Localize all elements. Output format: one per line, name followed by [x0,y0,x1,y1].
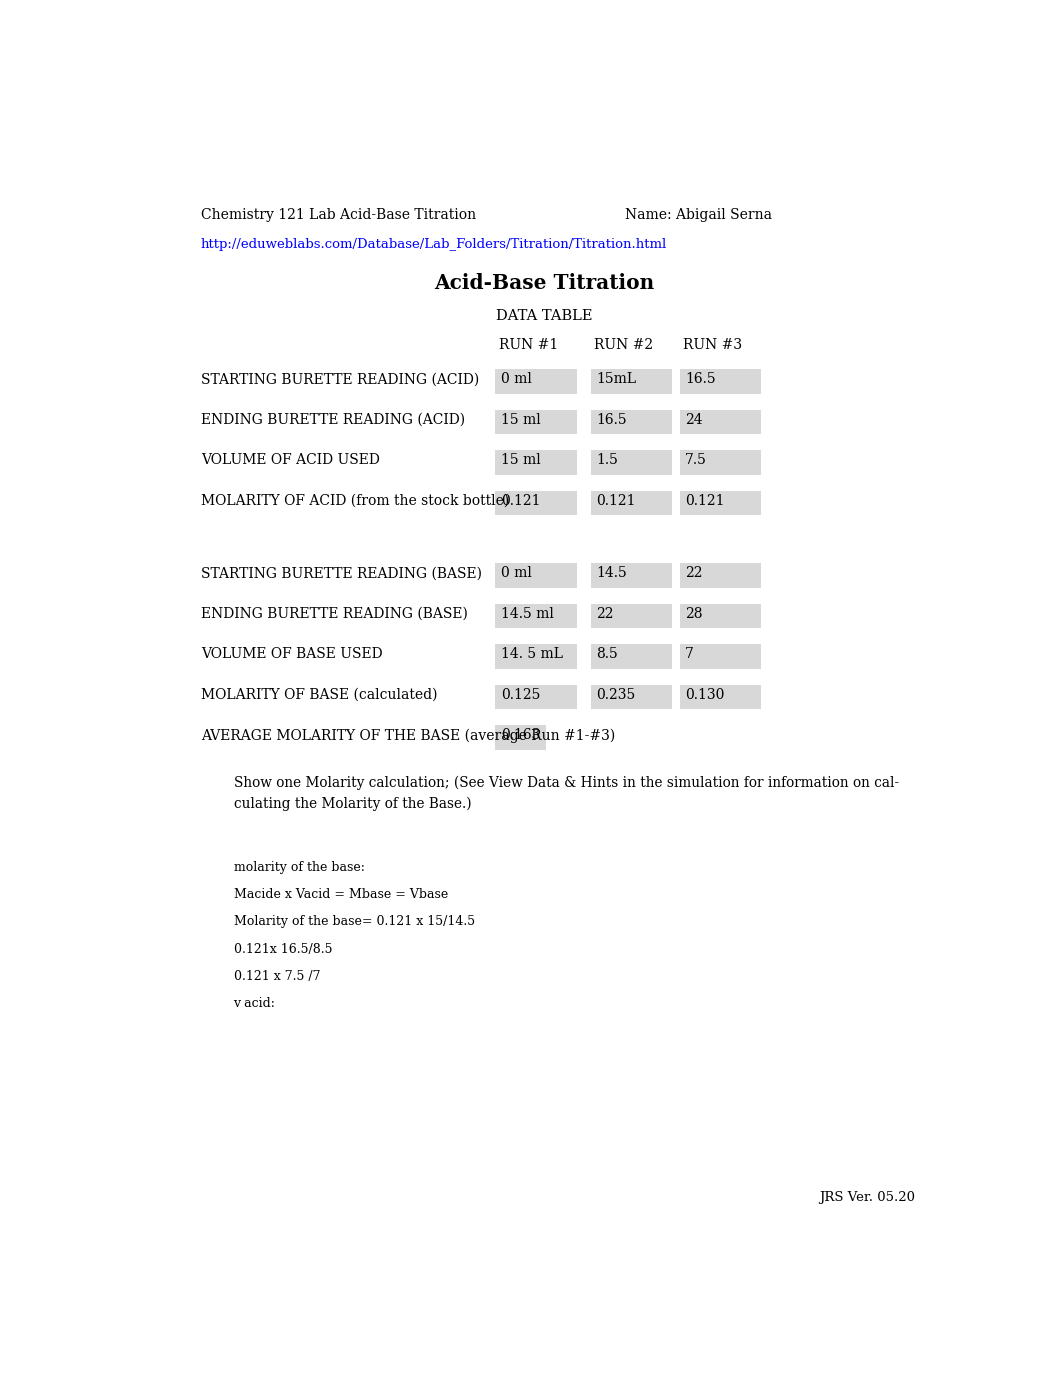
Text: VOLUME OF BASE USED: VOLUME OF BASE USED [201,647,382,661]
Text: RUN #1: RUN #1 [498,339,558,353]
Text: Macide x Vacid = Mbase = Vbase: Macide x Vacid = Mbase = Vbase [234,888,448,901]
Bar [680,603,761,628]
Text: MOLARITY OF BASE (calculated): MOLARITY OF BASE (calculated) [201,687,438,702]
Text: 24: 24 [685,413,703,427]
Text: STARTING BURETTE READING (BASE): STARTING BURETTE READING (BASE) [201,566,482,581]
Text: 0.130: 0.130 [685,687,724,702]
Text: 16.5: 16.5 [596,413,627,427]
Bar [680,369,761,394]
Bar [590,644,672,669]
Text: 0.121: 0.121 [596,493,636,508]
Text: 0.163: 0.163 [501,728,541,742]
Text: 0.125: 0.125 [501,687,541,702]
Text: Acid-Base Titration: Acid-Base Titration [434,273,654,293]
Text: 0.121x 16.5/8.5: 0.121x 16.5/8.5 [234,942,332,956]
Text: MOLARITY OF ACID (from the stock bottle): MOLARITY OF ACID (from the stock bottle) [201,493,509,508]
Text: 14.5: 14.5 [596,566,627,581]
Text: DATA TABLE: DATA TABLE [496,310,593,324]
Text: 28: 28 [685,607,703,621]
Text: ENDING BURETTE READING (ACID): ENDING BURETTE READING (ACID) [201,413,465,427]
Bar [496,450,577,475]
Text: 0.121: 0.121 [685,493,725,508]
Bar [590,684,672,709]
Text: 1.5: 1.5 [596,453,618,467]
Bar [496,684,577,709]
Bar [496,603,577,628]
Text: http://eduweblabs.com/Database/Lab_Folders/Titration/Titration.html: http://eduweblabs.com/Database/Lab_Folde… [201,238,667,252]
Text: Chemistry 121 Lab Acid-Base Titration: Chemistry 121 Lab Acid-Base Titration [201,208,476,222]
Text: 0.121: 0.121 [501,493,541,508]
Text: VOLUME OF ACID USED: VOLUME OF ACID USED [201,453,380,467]
Text: 16.5: 16.5 [685,372,716,387]
Bar [680,684,761,709]
Text: 14. 5 mL: 14. 5 mL [501,647,563,661]
Text: 0.235: 0.235 [596,687,635,702]
Bar [590,603,672,628]
Bar [590,490,672,515]
Text: ENDING BURETTE READING (BASE): ENDING BURETTE READING (BASE) [201,607,468,621]
Bar [496,490,577,515]
Text: AVERAGE MOLARITY OF THE BASE (average Run #1-#3): AVERAGE MOLARITY OF THE BASE (average Ru… [201,728,615,742]
Text: STARTING BURETTE READING (ACID): STARTING BURETTE READING (ACID) [201,372,479,387]
Bar [590,369,672,394]
Bar [496,369,577,394]
Text: 15 ml: 15 ml [501,453,541,467]
Bar [680,563,761,588]
Text: 15mL: 15mL [596,372,636,387]
Bar [680,490,761,515]
Text: 14.5 ml: 14.5 ml [501,607,553,621]
Bar [680,450,761,475]
Text: 15 ml: 15 ml [501,413,541,427]
Bar [590,450,672,475]
Text: RUN #2: RUN #2 [594,339,653,353]
Text: 7: 7 [685,647,695,661]
Text: RUN #3: RUN #3 [683,339,742,353]
Bar [496,410,577,434]
Text: 0.121 x 7.5 /7: 0.121 x 7.5 /7 [234,969,320,983]
Text: JRS Ver. 05.20: JRS Ver. 05.20 [820,1191,915,1203]
Text: 0 ml: 0 ml [501,566,532,581]
Text: 8.5: 8.5 [596,647,618,661]
Bar [496,726,546,749]
Bar [496,644,577,669]
Bar [680,644,761,669]
Bar [680,410,761,434]
Text: Name: Abigail Serna: Name: Abigail Serna [624,208,772,222]
Text: 0 ml: 0 ml [501,372,532,387]
Text: 7.5: 7.5 [685,453,707,467]
Text: 22: 22 [596,607,614,621]
Text: Molarity of the base= 0.121 x 15/14.5: Molarity of the base= 0.121 x 15/14.5 [234,916,475,928]
Bar [590,563,672,588]
Text: v acid:: v acid: [234,997,275,1011]
Text: 22: 22 [685,566,703,581]
Text: Show one Molarity calculation; (See View Data & Hints in the simulation for info: Show one Molarity calculation; (See View… [234,775,898,811]
Text: molarity of the base:: molarity of the base: [234,861,364,873]
Bar [496,563,577,588]
Bar [590,410,672,434]
